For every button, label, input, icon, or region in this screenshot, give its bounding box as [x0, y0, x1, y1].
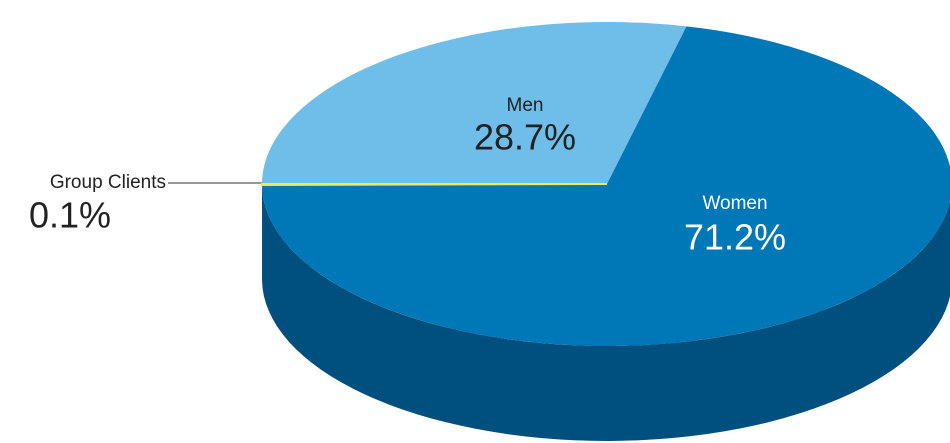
slice-value-label: 28.7%	[474, 117, 576, 158]
pie-slice	[262, 22, 687, 184]
slice-label: Women	[702, 193, 767, 214]
slice-label: Group Clients	[50, 172, 166, 193]
pie-slice	[262, 26, 950, 346]
slice-value-label: 0.1%	[29, 195, 111, 236]
pie-slice	[260, 183, 608, 187]
slice-label: Men	[507, 95, 544, 116]
pie-side	[262, 185, 950, 441]
slice-value-label: 71.2%	[684, 217, 786, 258]
